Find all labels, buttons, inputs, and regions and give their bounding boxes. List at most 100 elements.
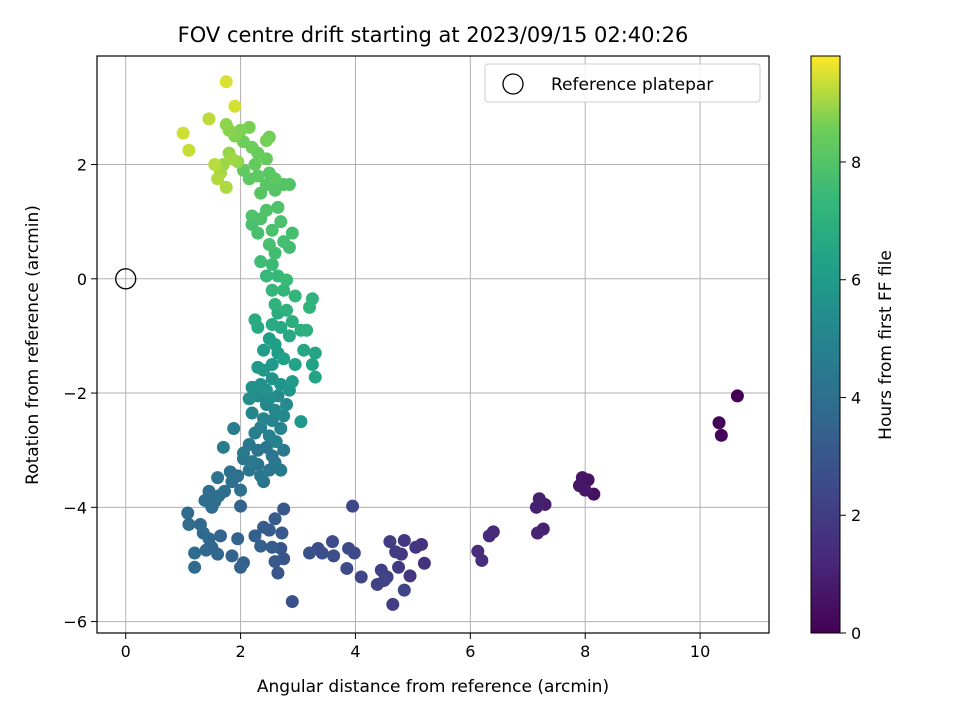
data-point [403,569,417,583]
data-point [227,421,241,435]
data-point [181,506,195,520]
data-point [305,357,319,371]
data-point [277,502,291,516]
legend-label: Reference platepar [551,75,713,95]
data-point [327,549,341,563]
data-point [282,329,296,343]
data-point [265,223,279,237]
data-point [377,573,391,587]
y-axis-label: Rotation from reference (arcmin) [23,205,43,485]
data-point [248,529,262,543]
data-point [228,99,242,113]
data-point [257,412,271,426]
data-point [245,406,259,420]
data-point [386,597,400,611]
colorbar-ticks: 0 2 4 6 8 [840,153,861,643]
data-point [231,532,245,546]
data-point [234,483,248,497]
data-point [211,172,225,186]
data-point [254,469,268,483]
data-point [262,238,276,252]
data-point [346,499,360,513]
data-point [277,283,291,297]
data-point [730,389,744,403]
data-point [354,570,368,584]
data-point [219,180,233,194]
data-point [308,346,322,360]
colorbar-label: Hours from first FF file [876,250,896,440]
data-point [245,455,259,469]
data-point [259,383,273,397]
data-point [202,112,216,126]
data-point [257,343,271,357]
data-point [288,289,302,303]
data-point [268,555,282,569]
data-point [202,484,216,498]
data-point [248,313,262,327]
data-point [300,323,314,337]
x-tick-label: 6 [465,642,475,661]
legend-box [484,63,761,103]
colorbar-tick-label: 0 [851,624,861,643]
x-axis-ticks: 0 2 4 6 8 10 [121,633,710,661]
data-point [268,338,282,351]
y-axis-ticks: −6 −4 −2 0 2 [63,156,97,632]
data-point [248,158,262,172]
y-tick-label: −6 [63,613,87,632]
data-point [285,595,299,609]
data-point [315,546,329,560]
colorbar-tick-label: 6 [851,271,861,290]
data-point [308,370,322,384]
data-point [397,583,411,597]
data-point [417,556,431,570]
data-point [297,343,311,357]
data-point [277,352,291,366]
data-point [268,172,282,186]
data-point [342,541,356,555]
data-point [265,318,279,332]
x-tick-label: 8 [580,642,590,661]
data-point [280,397,294,411]
data-point [236,446,250,460]
data-point [274,215,288,229]
legend: Reference platepar [484,63,761,103]
data-point [182,143,196,157]
data-point [259,203,273,217]
data-point [218,484,232,498]
data-point [303,546,317,560]
data-point [254,539,268,553]
data-point [529,500,543,514]
data-point [265,283,279,297]
data-point [280,273,294,287]
data-point [531,526,545,540]
data-point [409,540,423,554]
x-tick-label: 10 [690,642,710,661]
data-point [225,152,239,166]
data-point [274,463,288,477]
data-point [219,118,233,132]
data-point [257,520,271,534]
data-point [280,303,294,317]
colorbar-tick-label: 8 [851,153,861,172]
data-point [193,517,207,531]
data-point [225,549,239,563]
y-tick-label: −4 [63,498,87,517]
plot-frame [96,55,770,634]
data-point [482,529,496,543]
data-point [340,561,354,575]
data-point [254,255,268,269]
data-point [216,440,230,454]
data-point [285,315,299,329]
data-point [277,443,291,457]
x-axis-label: Angular distance from reference (arcmin) [257,677,609,697]
data-point [251,360,265,374]
x-tick-label: 4 [350,642,360,661]
data-point [265,357,279,371]
data-point [265,258,279,272]
y-tick-label: −2 [63,384,87,403]
data-point [277,235,291,249]
data-point [475,553,489,567]
reference-marker-layer [115,268,137,290]
data-point [285,226,299,240]
